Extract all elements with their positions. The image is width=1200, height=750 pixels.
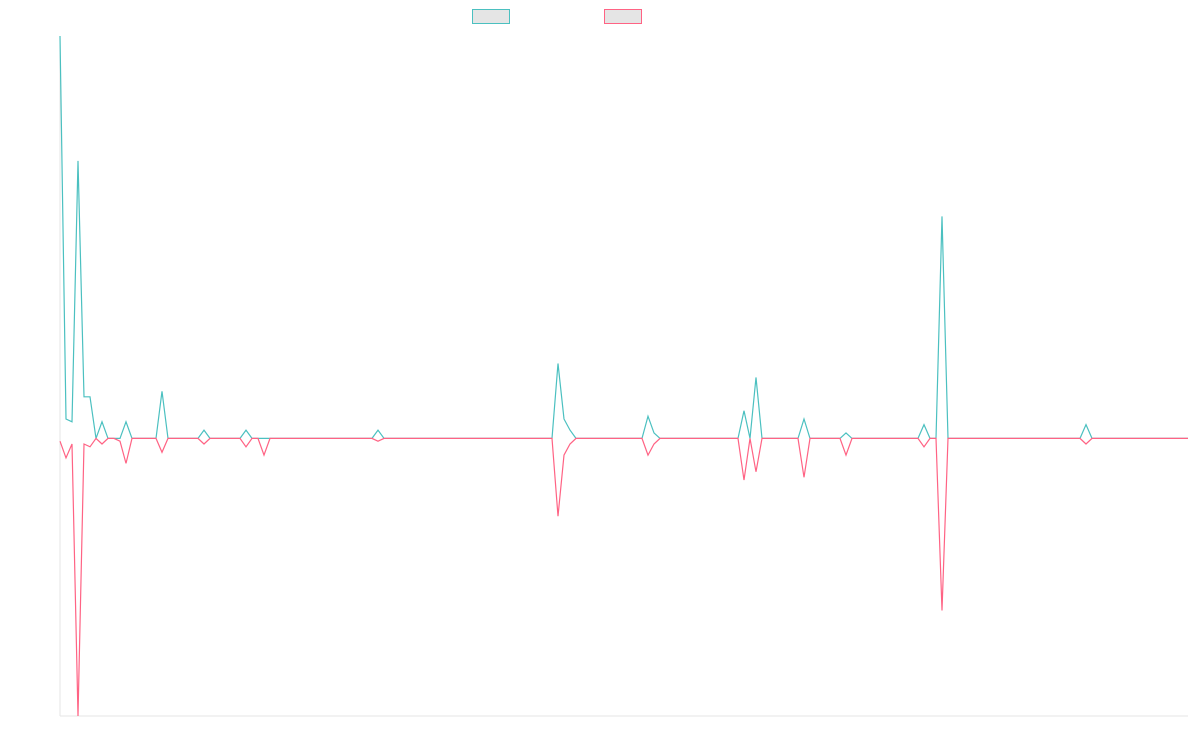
series-line-2[interactable] bbox=[59, 437, 1188, 717]
legend-swatch-series-1[interactable] bbox=[472, 9, 510, 24]
legend-swatch-series-2[interactable] bbox=[604, 9, 642, 24]
series-line-1[interactable] bbox=[59, 35, 1188, 439]
